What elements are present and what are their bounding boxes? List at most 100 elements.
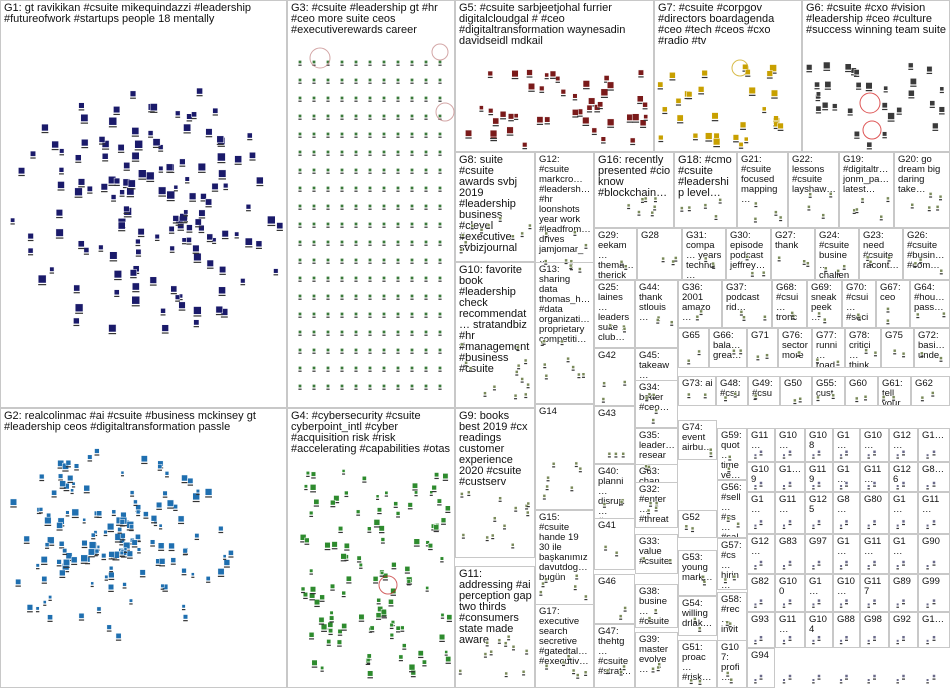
user-avatar-icon <box>438 96 442 100</box>
user-avatar-icon <box>872 519 877 524</box>
user-avatar-icon <box>86 185 93 192</box>
user-avatar-icon <box>839 639 843 643</box>
user-avatar-icon <box>298 276 302 280</box>
group-g8: G8: suite #csuite awards svbj 2019 #lead… <box>455 152 535 262</box>
user-avatar-icon <box>149 103 158 112</box>
user-avatar-icon <box>313 498 320 505</box>
node-label-bar <box>120 556 127 558</box>
user-avatar-icon <box>372 576 379 582</box>
user-avatar-icon <box>597 101 604 108</box>
group-g34: G34: better #ceo… <box>635 380 678 428</box>
user-avatar-icon <box>410 384 414 388</box>
user-avatar-icon <box>543 362 547 367</box>
user-avatar-icon <box>727 466 731 471</box>
group-label: G1… <box>893 536 906 557</box>
node-label-bar <box>75 312 84 314</box>
node-label-bar <box>137 235 145 238</box>
group-mini: G93 <box>747 612 775 648</box>
node-label-bar <box>158 549 165 551</box>
user-avatar-icon <box>354 348 358 352</box>
user-avatar-icon <box>410 114 414 118</box>
user-avatar-icon <box>637 210 641 214</box>
user-avatar-icon <box>864 348 868 352</box>
node-label-bar <box>108 184 116 186</box>
user-avatar-icon <box>110 194 117 200</box>
node-label-bar <box>256 184 264 187</box>
node-label-bar <box>492 125 499 127</box>
node-label-bar <box>702 584 706 586</box>
node-label-bar <box>381 617 387 619</box>
node-label-bar <box>170 563 176 565</box>
node-label-bar <box>487 227 491 229</box>
node-label-bar <box>131 135 139 137</box>
user-avatar-icon <box>71 508 79 517</box>
self-loop-icon <box>431 43 449 61</box>
user-avatar-icon <box>901 560 906 564</box>
group-label: G20: go dream big daring take… <box>898 154 941 195</box>
node-label-bar <box>520 381 524 383</box>
node-label-bar <box>117 151 125 153</box>
user-avatar-icon <box>427 543 433 549</box>
user-avatar-icon <box>424 366 428 370</box>
user-avatar-icon <box>44 516 52 525</box>
node-label-bar <box>359 567 363 569</box>
node-label-bar <box>581 376 585 378</box>
node-label-bar <box>442 479 449 481</box>
user-avatar-icon <box>753 453 757 457</box>
node-label-bar <box>404 572 410 574</box>
node-label-bar <box>410 352 414 354</box>
user-avatar-icon <box>107 523 115 531</box>
node-label-bar <box>59 173 64 175</box>
node-label-bar <box>424 64 428 66</box>
node-label-bar <box>312 82 316 84</box>
user-avatar-icon <box>390 587 397 594</box>
node-label-bar <box>368 172 372 174</box>
node-label-bar <box>101 191 108 193</box>
node-label-bar <box>704 260 708 263</box>
user-avatar-icon <box>543 259 548 263</box>
node-label-bar <box>816 399 820 402</box>
node-label-bar <box>378 532 385 534</box>
user-avatar-icon <box>382 330 386 334</box>
group-label: G41 <box>598 520 616 531</box>
node-label-bar <box>120 475 124 477</box>
node-label-bar <box>178 309 186 311</box>
node-label-bar <box>396 100 400 102</box>
user-avatar-icon <box>170 557 177 563</box>
node-label-bar <box>326 370 330 372</box>
node-label-bar <box>183 215 188 217</box>
user-avatar-icon <box>811 484 815 488</box>
group-label: G73: ai <box>682 378 713 389</box>
node-label-bar <box>526 515 530 517</box>
node-label-bar <box>74 469 79 471</box>
node-label-bar <box>418 656 424 659</box>
user-avatar-icon <box>692 132 699 139</box>
node-label-bar <box>932 564 936 566</box>
node-label-bar <box>382 316 386 318</box>
group-label: G10… <box>779 430 797 451</box>
group-g51: G51: proac… #risk… <box>678 640 717 688</box>
user-avatar-icon <box>358 613 365 620</box>
group-label: G55: cust… serv… <box>816 378 837 406</box>
node-label-bar <box>561 664 565 667</box>
node-label-bar <box>129 603 133 605</box>
user-avatar-icon <box>109 251 118 260</box>
node-label-bar <box>396 226 400 228</box>
user-avatar-icon <box>73 317 80 325</box>
node-label-bar <box>342 473 346 475</box>
user-avatar-icon <box>395 625 401 631</box>
user-avatar-icon <box>926 66 933 73</box>
node-label-bar <box>330 506 336 508</box>
node-label-bar <box>445 662 451 664</box>
node-label-bar <box>82 522 86 524</box>
user-avatar-icon <box>506 634 511 639</box>
node-label-bar <box>158 150 164 152</box>
user-avatar-icon <box>445 656 452 662</box>
group-label: G21: #csuite focused mapping… <box>741 154 778 205</box>
user-avatar-icon <box>245 204 252 210</box>
node-label-bar <box>733 396 737 398</box>
group-mini: G1… <box>747 492 775 534</box>
node-label-bar <box>326 334 330 336</box>
user-avatar-icon <box>396 276 400 280</box>
node-label-bar <box>669 79 676 81</box>
